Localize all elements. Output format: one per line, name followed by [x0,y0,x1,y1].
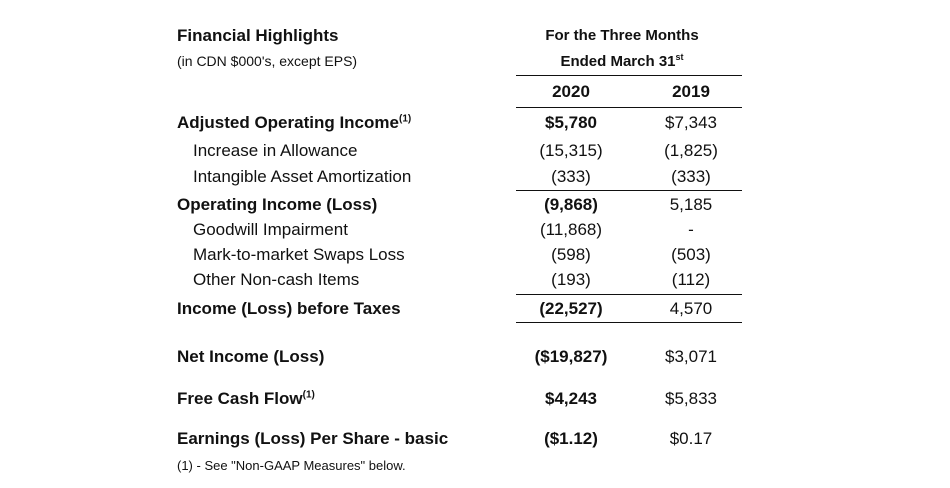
subtotal-rule-2 [516,294,742,295]
value-2020: (22,527) [539,299,603,318]
row-label: Increase in Allowance [193,141,358,160]
table-row-intangible-asset-amortization: Intangible Asset Amortization (333) (333… [0,167,950,189]
row-label: Income (Loss) before Taxes [177,299,401,318]
footnote-marker: (1) [398,113,412,125]
table-row-other-non-cash-items: Other Non-cash Items (193) (112) [0,270,950,292]
value-2019: $7,343 [665,113,717,132]
table-row-adjusted-operating-income: Adjusted Operating Income(1) $5,780 $7,3… [0,113,950,135]
table-row-increase-in-allowance: Increase in Allowance (15,315) (1,825) [0,141,950,163]
row-label-text: Free Cash Flow [177,389,303,408]
value-2019: (1,825) [664,141,718,160]
table-row-income-before-taxes: Income (Loss) before Taxes (22,527) 4,57… [0,299,950,321]
value-2019: - [688,220,694,239]
value-2019: 4,570 [669,299,713,318]
period-underline [516,75,742,76]
value-2019: (333) [671,167,711,186]
row-label: Free Cash Flow(1) [177,389,315,409]
row-label: Net Income (Loss) [177,347,325,366]
value-2020: ($19,827) [534,347,608,366]
value-2019: $5,833 [665,389,717,408]
value-2020: (9,868) [544,195,598,214]
row-label: Other Non-cash Items [193,270,360,289]
row-label: Earnings (Loss) Per Share - basic [177,429,449,448]
value-2020: (598) [551,245,591,264]
table-row-earnings-per-share: Earnings (Loss) Per Share - basic ($1.12… [0,429,950,451]
value-2019: (112) [671,270,711,289]
table-title: Financial Highlights [177,26,339,45]
year-2020-header: 2020 [552,82,590,101]
table-row-free-cash-flow: Free Cash Flow(1) $4,243 $5,833 [0,389,950,411]
subtotal-rule-1 [516,190,742,191]
value-2020: (193) [551,270,591,289]
year-underline [516,107,742,108]
value-2019: $0.17 [669,429,713,448]
value-2020: (15,315) [539,141,603,160]
period-header-text: Ended March 31 [560,53,676,70]
value-2020: (333) [551,167,591,186]
row-label: Adjusted Operating Income(1) [177,113,411,133]
row-label: Intangible Asset Amortization [193,167,412,186]
year-2019-header: 2019 [672,82,710,101]
value-2020: ($1.12) [544,429,598,448]
table-row-mark-to-market-swaps-loss: Mark-to-market Swaps Loss (598) (503) [0,245,950,267]
table-row-operating-income: Operating Income (Loss) (9,868) 5,185 [0,195,950,217]
value-2019: 5,185 [669,195,713,214]
value-2020: $4,243 [545,389,597,408]
row-label: Mark-to-market Swaps Loss [193,245,405,264]
period-header-suffix: st [675,52,684,62]
row-label: Operating Income (Loss) [177,195,378,214]
table-row-goodwill-impairment: Goodwill Impairment (11,868) - [0,220,950,242]
table-row-net-income: Net Income (Loss) ($19,827) $3,071 [0,347,950,369]
value-2020: (11,868) [539,220,603,239]
footnote-marker: (1) [302,389,315,401]
value-2019: $3,071 [665,347,717,366]
total-rule [516,322,742,323]
row-label-text: Adjusted Operating Income [177,113,399,132]
value-2020: $5,780 [545,113,597,132]
value-2019: (503) [671,245,711,264]
period-header-line2: Ended March 31st [520,52,724,70]
row-label: Goodwill Impairment [193,220,348,239]
period-header-line1: For the Three Months [545,27,699,44]
table-subtitle: (in CDN $000's, except EPS) [177,53,358,69]
footnote: (1) - See "Non-GAAP Measures" below. [177,458,406,473]
